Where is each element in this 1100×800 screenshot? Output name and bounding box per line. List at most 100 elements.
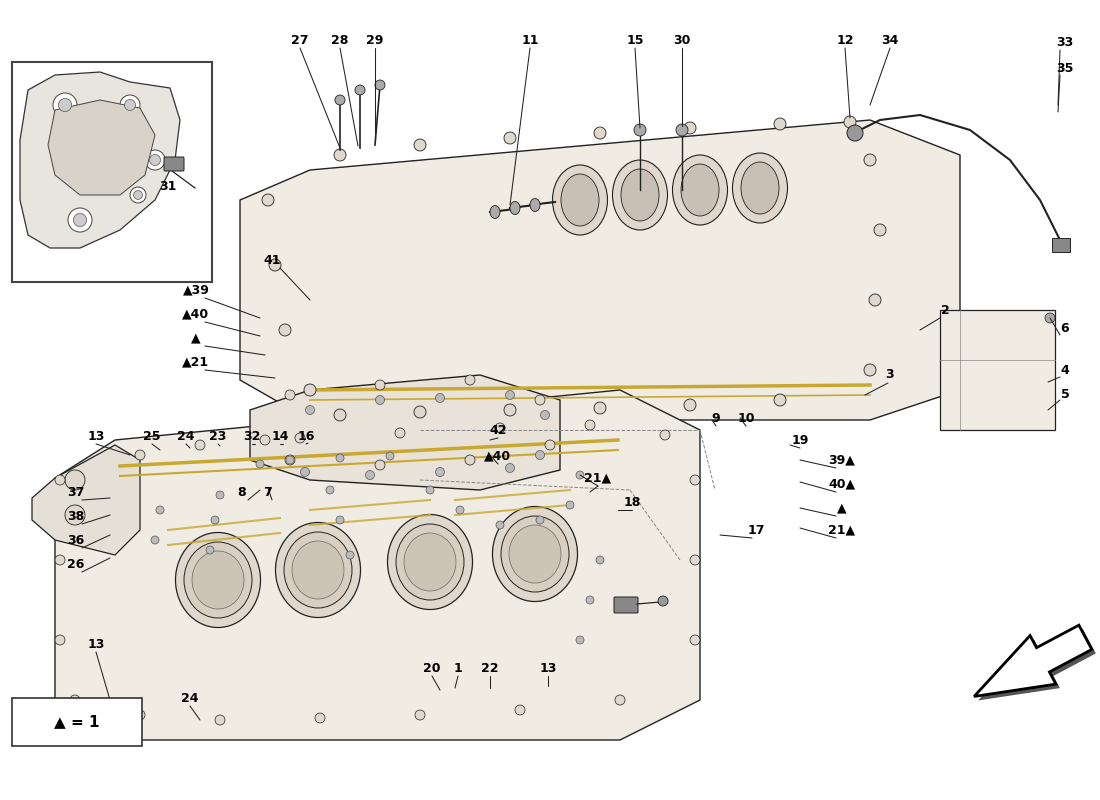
Circle shape [211, 516, 219, 524]
Ellipse shape [561, 174, 600, 226]
Text: 2: 2 [940, 303, 949, 317]
Circle shape [53, 93, 77, 117]
Polygon shape [250, 375, 560, 490]
Circle shape [684, 122, 696, 134]
Circle shape [774, 118, 786, 130]
Circle shape [270, 259, 280, 271]
Ellipse shape [741, 162, 779, 214]
Text: 20: 20 [424, 662, 441, 674]
Ellipse shape [490, 206, 500, 218]
Circle shape [135, 450, 145, 460]
Text: ▲40: ▲40 [183, 307, 210, 321]
Circle shape [566, 501, 574, 509]
Circle shape [576, 636, 584, 644]
Text: 8: 8 [238, 486, 246, 498]
Text: 22: 22 [482, 662, 498, 674]
Circle shape [540, 410, 550, 419]
Ellipse shape [500, 516, 569, 592]
Circle shape [585, 420, 595, 430]
FancyBboxPatch shape [614, 597, 638, 613]
Ellipse shape [292, 541, 344, 599]
Circle shape [70, 695, 80, 705]
FancyBboxPatch shape [12, 62, 212, 282]
Circle shape [120, 95, 140, 115]
Circle shape [55, 555, 65, 565]
Text: 11: 11 [521, 34, 539, 46]
Text: 6: 6 [1060, 322, 1069, 334]
Circle shape [306, 406, 315, 414]
Circle shape [145, 150, 165, 170]
Text: 35: 35 [1056, 62, 1074, 74]
Text: ▲: ▲ [837, 502, 847, 514]
Circle shape [506, 463, 515, 473]
Circle shape [135, 710, 145, 720]
Circle shape [615, 695, 625, 705]
Circle shape [576, 471, 584, 479]
Circle shape [594, 402, 606, 414]
Circle shape [535, 395, 544, 405]
Polygon shape [20, 72, 180, 248]
Circle shape [156, 506, 164, 514]
Circle shape [436, 394, 444, 402]
Circle shape [375, 395, 385, 405]
Text: 31: 31 [160, 179, 177, 193]
Circle shape [869, 294, 881, 306]
Circle shape [456, 506, 464, 514]
FancyBboxPatch shape [164, 157, 184, 171]
Text: 37: 37 [67, 486, 85, 498]
Circle shape [346, 551, 354, 559]
Ellipse shape [621, 169, 659, 221]
Circle shape [864, 364, 876, 376]
Polygon shape [55, 390, 700, 740]
Circle shape [774, 394, 786, 406]
Ellipse shape [552, 165, 607, 235]
Circle shape [515, 705, 525, 715]
Circle shape [336, 516, 344, 524]
Ellipse shape [510, 202, 520, 214]
Circle shape [375, 380, 385, 390]
Circle shape [285, 390, 295, 400]
Text: 21▲: 21▲ [584, 471, 612, 485]
Text: 28: 28 [331, 34, 349, 46]
Circle shape [214, 715, 225, 725]
Ellipse shape [192, 551, 244, 609]
Circle shape [206, 546, 214, 554]
Text: 4: 4 [1060, 363, 1069, 377]
Circle shape [864, 154, 876, 166]
Ellipse shape [404, 533, 456, 591]
Text: 10: 10 [737, 411, 755, 425]
Circle shape [256, 460, 264, 468]
Text: 13: 13 [87, 430, 104, 442]
Ellipse shape [176, 533, 261, 627]
Polygon shape [240, 120, 960, 420]
Text: 219867: 219867 [340, 330, 804, 438]
Circle shape [690, 555, 700, 565]
Circle shape [1045, 313, 1055, 323]
Circle shape [150, 154, 161, 166]
Text: 18: 18 [624, 495, 640, 509]
Circle shape [544, 440, 556, 450]
Circle shape [336, 95, 345, 105]
Text: 17: 17 [747, 523, 764, 537]
Ellipse shape [613, 160, 668, 230]
Text: 13: 13 [539, 662, 557, 674]
Circle shape [375, 80, 385, 90]
Circle shape [874, 224, 886, 236]
Text: 21▲: 21▲ [828, 523, 856, 537]
Circle shape [65, 470, 85, 490]
Circle shape [262, 194, 274, 206]
Circle shape [386, 452, 394, 460]
Circle shape [504, 132, 516, 144]
Circle shape [124, 99, 135, 110]
Text: 1: 1 [453, 662, 462, 674]
Text: 15: 15 [626, 34, 644, 46]
Circle shape [586, 596, 594, 604]
Circle shape [496, 521, 504, 529]
Ellipse shape [733, 153, 788, 223]
Circle shape [495, 423, 505, 433]
Text: 23: 23 [209, 430, 227, 442]
Circle shape [326, 486, 334, 494]
Circle shape [216, 491, 224, 499]
Text: 40▲: 40▲ [828, 478, 856, 490]
Polygon shape [48, 100, 155, 195]
